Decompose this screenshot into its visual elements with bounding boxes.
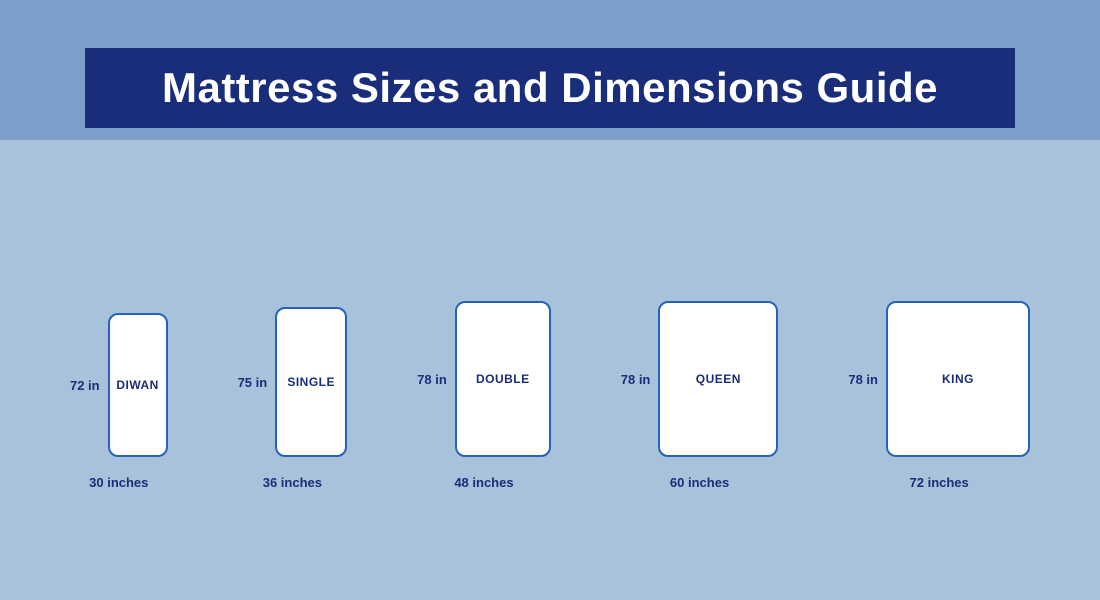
width-label: 36 inches bbox=[263, 475, 322, 490]
page-title: Mattress Sizes and Dimensions Guide bbox=[162, 64, 938, 112]
mattress-name: DOUBLE bbox=[476, 372, 530, 386]
mattress-item-queen: 78 in QUEEN 60 inches bbox=[621, 301, 779, 490]
mattress-item-single: 75 in SINGLE 36 inches bbox=[238, 307, 348, 490]
mattress-name: DIWAN bbox=[116, 378, 159, 392]
mattress-card: KING bbox=[886, 301, 1030, 457]
height-label: 75 in bbox=[238, 375, 268, 390]
width-label: 48 inches bbox=[454, 475, 513, 490]
mattress-card: DIWAN bbox=[108, 313, 168, 457]
height-label: 78 in bbox=[848, 372, 878, 387]
mattress-item-double: 78 in DOUBLE 48 inches bbox=[417, 301, 551, 490]
mattress-card: QUEEN bbox=[658, 301, 778, 457]
card-wrap: 78 in KING bbox=[848, 301, 1030, 457]
width-label: 72 inches bbox=[910, 475, 969, 490]
mattress-name: SINGLE bbox=[287, 375, 335, 389]
mattress-row: 72 in DIWAN 30 inches 75 in SINGLE 36 in… bbox=[0, 230, 1100, 490]
width-label: 30 inches bbox=[89, 475, 148, 490]
mattress-item-diwan: 72 in DIWAN 30 inches bbox=[70, 313, 168, 490]
title-banner: Mattress Sizes and Dimensions Guide bbox=[85, 48, 1015, 128]
height-label: 78 in bbox=[621, 372, 651, 387]
height-label: 72 in bbox=[70, 378, 100, 393]
card-wrap: 72 in DIWAN bbox=[70, 313, 168, 457]
card-wrap: 78 in DOUBLE bbox=[417, 301, 551, 457]
mattress-name: KING bbox=[942, 372, 974, 386]
width-label: 60 inches bbox=[670, 475, 729, 490]
mattress-card: SINGLE bbox=[275, 307, 347, 457]
mattress-name: QUEEN bbox=[696, 372, 741, 386]
card-wrap: 78 in QUEEN bbox=[621, 301, 779, 457]
card-wrap: 75 in SINGLE bbox=[238, 307, 348, 457]
height-label: 78 in bbox=[417, 372, 447, 387]
mattress-item-king: 78 in KING 72 inches bbox=[848, 301, 1030, 490]
mattress-card: DOUBLE bbox=[455, 301, 551, 457]
